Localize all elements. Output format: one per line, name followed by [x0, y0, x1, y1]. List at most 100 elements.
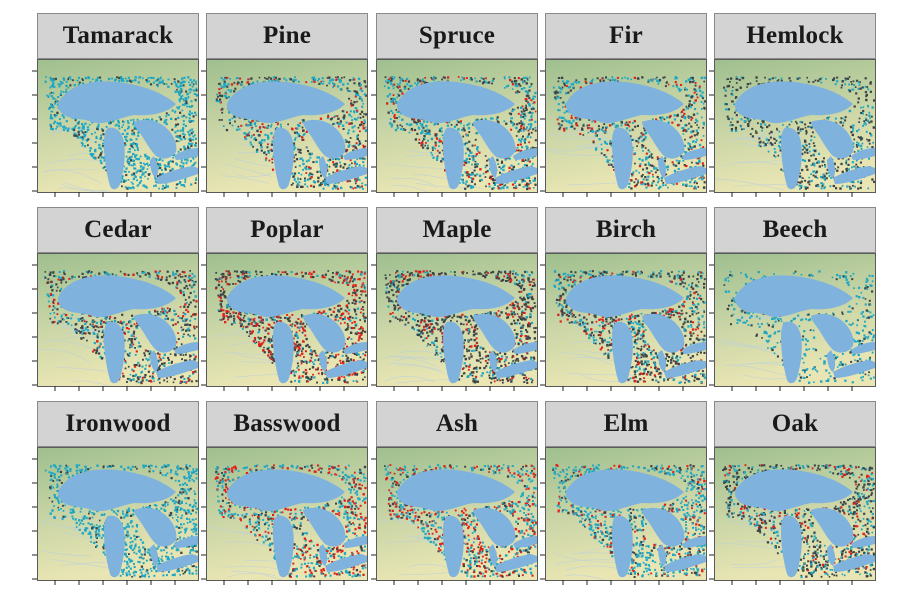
lake-ontario [851, 342, 875, 354]
lake-michigan [781, 515, 802, 578]
river-line [46, 168, 99, 172]
lake-superior [734, 469, 853, 512]
lake-michigan [443, 515, 464, 578]
lake-superior [226, 81, 345, 124]
river-line [235, 353, 276, 362]
axis-ticks [709, 264, 853, 391]
river-line [380, 517, 422, 523]
lake-superior [57, 275, 177, 318]
lake-huron [303, 507, 346, 566]
map-frame [714, 253, 876, 387]
lake-michigan [781, 321, 802, 384]
lake-michigan [273, 321, 294, 384]
river-line [41, 550, 92, 557]
map-panel-tamarack: Tamarack [32, 13, 199, 197]
map-panel-ash: Ash [371, 401, 538, 585]
region-map [207, 448, 367, 580]
map-panel-beech: Beech [709, 207, 876, 391]
map-frame [37, 59, 199, 193]
map-frame [206, 447, 368, 581]
river-line [565, 565, 622, 571]
region-map [715, 448, 875, 580]
lake-huron [134, 313, 177, 372]
panel-title: Hemlock [714, 13, 876, 59]
river-line [221, 351, 268, 356]
river-line [746, 361, 807, 369]
river-line [228, 572, 276, 578]
lake-superior [565, 469, 684, 512]
map-panel-poplar: Poplar [201, 207, 368, 391]
lake-ontario [343, 536, 367, 548]
river-line [233, 373, 300, 378]
map-panel-hemlock: Hemlock [709, 13, 876, 197]
lake-ontario [343, 148, 367, 160]
region-map [546, 254, 706, 386]
map-panel-maple: Maple [371, 207, 538, 391]
lake-michigan [781, 127, 802, 190]
river-line [725, 364, 795, 379]
river-line [49, 128, 94, 133]
axis-ticks [32, 458, 176, 585]
river-line [415, 183, 468, 189]
region-map [377, 448, 537, 580]
river-line [581, 146, 640, 152]
river-line [386, 540, 439, 543]
lake-erie [833, 360, 875, 378]
panel-title: Fir [545, 13, 707, 59]
lake-huron [473, 119, 516, 178]
lake-huron [303, 313, 346, 372]
river-line [546, 143, 605, 151]
river-line [738, 316, 807, 321]
panel-title: Maple [376, 207, 538, 253]
lake-huron [473, 507, 516, 566]
lake-ontario [682, 148, 706, 160]
river-line [413, 174, 482, 189]
river-line [744, 374, 803, 380]
lake-ontario [513, 148, 537, 160]
river-line [38, 349, 91, 363]
map-frame [545, 447, 707, 581]
map-panel-spruce: Spruce [371, 13, 538, 197]
river-line [738, 363, 785, 367]
lake-erie [664, 554, 706, 572]
lake-huron [811, 313, 854, 372]
forest-plot-dots [383, 76, 537, 191]
river-line [45, 159, 105, 165]
map-frame [376, 59, 538, 193]
river-line [553, 552, 620, 563]
panel-title: Tamarack [37, 13, 199, 59]
river-line [731, 559, 778, 566]
map-frame [206, 253, 368, 387]
map-panel-birch: Birch [540, 207, 707, 391]
lake-ontario [174, 148, 198, 160]
lake-erie [495, 360, 537, 378]
lake-superior [734, 81, 853, 124]
river-line [570, 320, 634, 326]
lake-michigan [104, 515, 125, 578]
lake-superior [396, 81, 515, 124]
lake-huron [134, 507, 177, 566]
lake-ontario [343, 342, 367, 354]
river-line [561, 352, 612, 366]
axis-ticks [540, 264, 684, 391]
lake-huron [811, 119, 854, 178]
lake-erie [325, 554, 367, 572]
lake-superior [565, 81, 684, 124]
lake-superior [57, 469, 177, 512]
river-line [565, 574, 606, 580]
river-line [61, 183, 108, 192]
axis-ticks [709, 70, 853, 197]
region-map [546, 448, 706, 580]
region-map [377, 60, 537, 192]
lake-michigan [443, 127, 464, 190]
lake-michigan [104, 321, 125, 384]
river-line [59, 187, 97, 192]
river-line [72, 380, 110, 386]
lake-ontario [851, 148, 875, 160]
river-line [715, 178, 785, 191]
panel-title: Pine [206, 13, 368, 59]
river-line [581, 374, 646, 382]
region-map [715, 254, 875, 386]
panel-title: Poplar [206, 207, 368, 253]
river-line [238, 139, 302, 154]
